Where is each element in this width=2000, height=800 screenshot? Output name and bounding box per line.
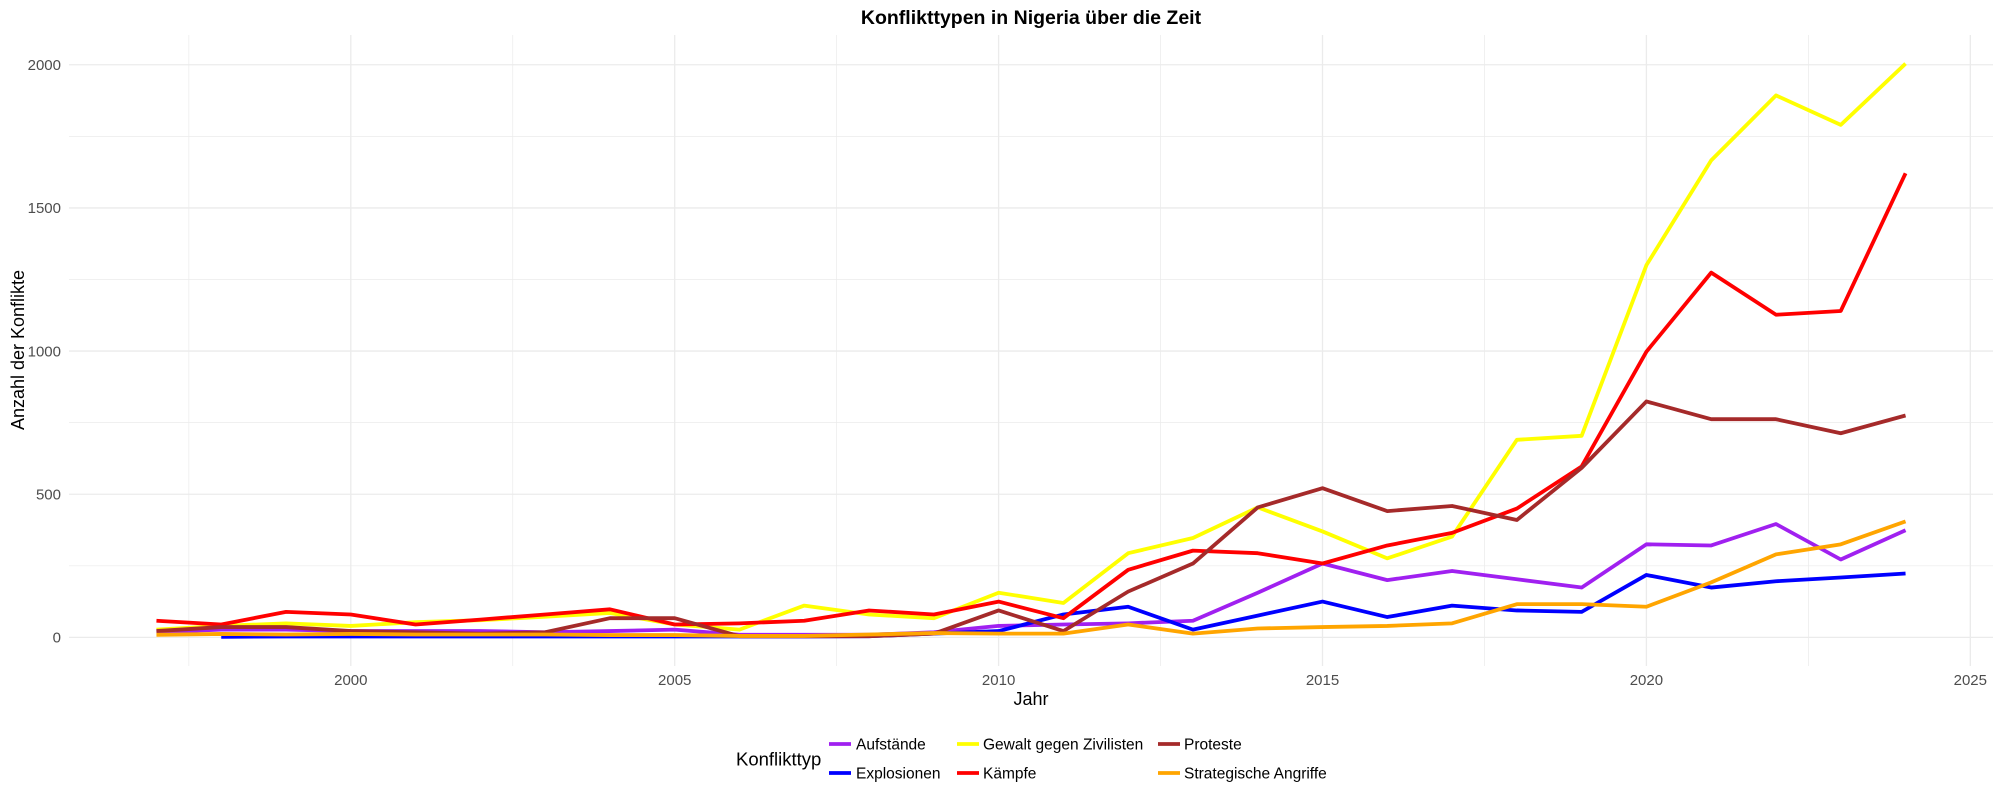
chart-title: Konflikttypen in Nigeria über die Zeit [861, 7, 1202, 29]
series-line-explosionen [221, 571, 1906, 639]
y-tick-label: 1000 [28, 343, 61, 360]
x-tick-label: 2000 [334, 672, 367, 689]
legend-label: Kämpfe [983, 765, 1036, 782]
series-line-proteste [156, 399, 1907, 639]
legend-label: Explosionen [856, 765, 940, 782]
series-line-aufstande [156, 522, 1907, 637]
y-tick-label: 500 [36, 486, 61, 503]
legend-item-strategische-angriffe: Strategische Angriffe [1158, 765, 1327, 782]
y-axis-tick-labels: 0 500 1000 1500 2000 [28, 57, 61, 647]
legend-item-explosionen: Explosionen [829, 765, 940, 782]
legend-label: Strategische Angriffe [1184, 765, 1327, 782]
legend-item-aufstande: Aufstände [829, 736, 926, 753]
x-tick-label: 2015 [1306, 672, 1339, 689]
x-axis-tick-labels: 2000 2005 2010 2015 2020 2025 [334, 672, 1987, 689]
legend: Konflikttyp Aufstände Explosionen Gewalt… [736, 736, 1327, 782]
y-tick-label: 2000 [28, 57, 61, 74]
legend-label: Proteste [1184, 736, 1242, 753]
legend-item-proteste: Proteste [1158, 736, 1242, 753]
series-line-kampfe [156, 172, 1908, 627]
y-axis-title: Anzahl der Konflikte [8, 270, 28, 430]
y-tick-label: 0 [53, 630, 61, 647]
y-tick-label: 1500 [28, 200, 61, 217]
x-tick-label: 2005 [658, 672, 691, 689]
series-lines [156, 62, 1908, 639]
x-tick-label: 2010 [982, 672, 1015, 689]
legend-item-gewalt-gegen-zivilisten: Gewalt gegen Zivilisten [957, 736, 1143, 753]
x-tick-label: 2025 [1954, 672, 1987, 689]
legend-title: Konflikttyp [736, 748, 821, 769]
legend-label: Gewalt gegen Zivilisten [983, 736, 1143, 753]
legend-item-kampfe: Kämpfe [957, 765, 1036, 782]
x-tick-label: 2020 [1630, 672, 1663, 689]
gridlines [69, 35, 1993, 666]
legend-label: Aufstände [856, 736, 926, 753]
series-line-strategische-angriffe [156, 519, 1907, 638]
x-axis-title: Jahr [1013, 689, 1048, 709]
